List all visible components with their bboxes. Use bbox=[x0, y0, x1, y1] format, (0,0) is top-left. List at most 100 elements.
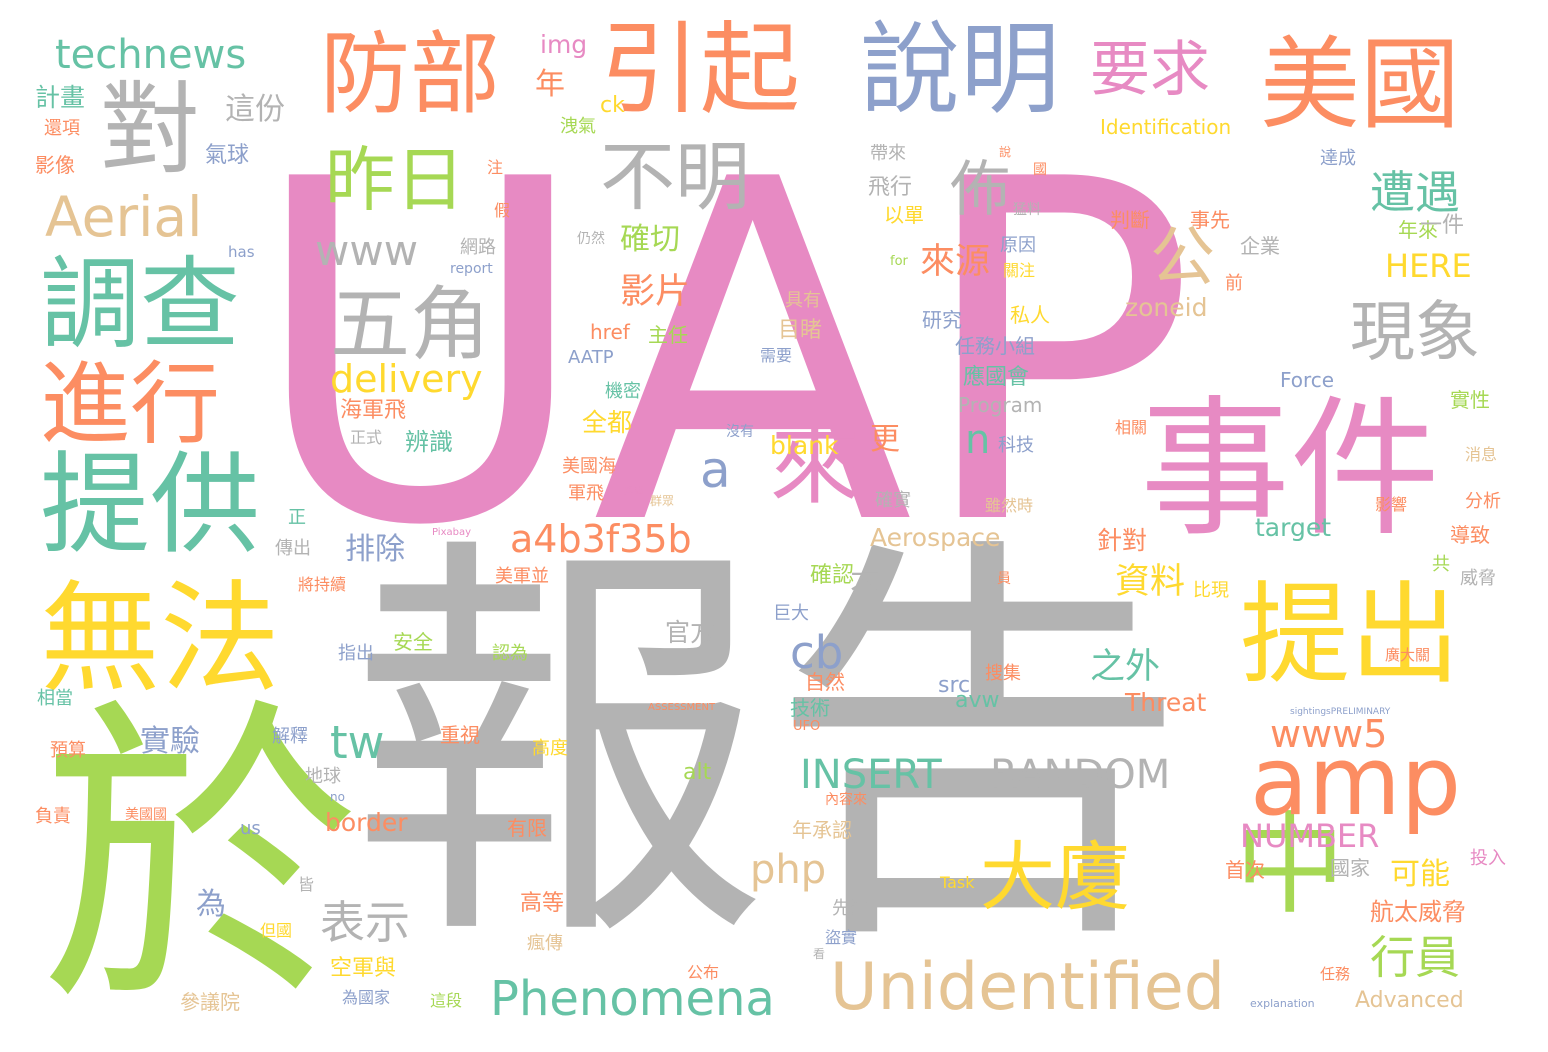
word-experiment: 實驗 bbox=[140, 724, 200, 759]
word-navy: 海軍飛 bbox=[340, 398, 407, 423]
word-possible: 可能 bbox=[1390, 857, 1450, 892]
word-aerial: Aerial bbox=[45, 185, 203, 249]
word-assessment: ASSESSMENT bbox=[648, 702, 716, 713]
word-think: 認為 bbox=[492, 643, 528, 664]
word-target2: 針對 bbox=[1097, 526, 1148, 555]
word-limited: 有限 bbox=[507, 816, 547, 840]
word-mission: 任務 bbox=[1320, 965, 1351, 983]
word-prelim: sightingsPRELIMINARY bbox=[1290, 707, 1391, 717]
word-nighty: 盜實 bbox=[825, 928, 858, 947]
word-enterprise: 企業 bbox=[1240, 234, 1280, 258]
word-single: 以單 bbox=[884, 203, 924, 227]
word-toward: 對 bbox=[100, 71, 200, 188]
word-all: 皆 bbox=[298, 875, 315, 894]
word-besides: 之外 bbox=[1090, 647, 1161, 687]
word-href: href bbox=[590, 320, 630, 344]
word-target: target bbox=[1255, 513, 1332, 542]
word-collect: 搜集 bbox=[985, 663, 1021, 684]
word-congress: 應國會 bbox=[963, 365, 1030, 390]
word-although: 雖然時 bbox=[985, 496, 1034, 515]
word-us: us bbox=[240, 818, 261, 839]
word-aatp: AATP bbox=[568, 347, 614, 368]
word-investigate: 調查 bbox=[40, 246, 240, 363]
word-insert: INSERT bbox=[800, 752, 942, 798]
word-analyze: 分析 bbox=[1465, 491, 1501, 512]
word-unidentified: Unidentified bbox=[830, 950, 1226, 1025]
word-still2: 還項 bbox=[44, 118, 80, 139]
word-reason: 原因 bbox=[1000, 235, 1036, 256]
word-image: 影像 bbox=[35, 153, 75, 177]
word-news: 消息 bbox=[1465, 445, 1498, 464]
word-video: 影片 bbox=[620, 272, 691, 312]
word-n: n bbox=[965, 417, 991, 463]
word-alt: alt bbox=[683, 760, 712, 785]
word-provide: 提供 bbox=[40, 441, 260, 569]
word-threat: Threat bbox=[1125, 688, 1207, 717]
word-witness: 目睹 bbox=[778, 318, 823, 343]
word-middle: 中 bbox=[1235, 801, 1345, 929]
word-aerospace: Aerospace bbox=[870, 523, 1001, 552]
word-point: 指出 bbox=[338, 643, 374, 664]
word-phenomenon: 現象 bbox=[1350, 295, 1481, 370]
word-uap: UAP bbox=[248, 81, 1197, 628]
word-private: 私人 bbox=[1010, 303, 1050, 327]
word-formal: 正式 bbox=[350, 428, 383, 447]
word-crew: 行員 bbox=[1370, 931, 1461, 984]
word-armyflight: 軍飛 bbox=[568, 483, 604, 504]
word-public: 公 bbox=[1150, 220, 1216, 295]
word-judge: 判斷 bbox=[1110, 208, 1150, 232]
word-spread2: 傳出 bbox=[275, 538, 311, 559]
word-still: 仍然 bbox=[577, 231, 605, 247]
word-exact: 確切 bbox=[620, 222, 680, 257]
word-spread: 瘋傳 bbox=[527, 933, 563, 954]
word-technews: technews bbox=[55, 32, 247, 78]
word-report2: report bbox=[450, 261, 493, 277]
word-yesterday: 昨日 bbox=[325, 139, 465, 221]
word-achieve: 達成 bbox=[1320, 148, 1356, 169]
word-delivery: delivery bbox=[330, 357, 483, 401]
word-wide: 廣大關 bbox=[1385, 646, 1431, 664]
word-submit: 提出 bbox=[1240, 571, 1460, 699]
word-a: a bbox=[700, 441, 731, 499]
word-practical: 實性 bbox=[1450, 388, 1490, 412]
word-img: img bbox=[540, 30, 588, 59]
word-value: 重視 bbox=[440, 723, 480, 747]
word-fly: 飛行 bbox=[868, 175, 913, 200]
word-no2: no bbox=[330, 790, 345, 804]
word-but: 但國 bbox=[260, 921, 293, 940]
word-more: 更 bbox=[870, 422, 900, 457]
word-defense: 防部 bbox=[320, 22, 500, 127]
word-tw: tw bbox=[330, 716, 385, 769]
word-usarmy: 美軍並 bbox=[495, 566, 549, 587]
word-php: php bbox=[750, 847, 827, 893]
word-task: Task bbox=[940, 873, 975, 892]
word-bring: 帶來 bbox=[870, 143, 906, 164]
word-ck: ck bbox=[600, 93, 625, 118]
word-number: NUMBER bbox=[1240, 817, 1380, 855]
word-no: 不 bbox=[850, 569, 880, 604]
word-security: 安全 bbox=[393, 630, 433, 654]
word-need: 需要 bbox=[760, 346, 793, 365]
word-official: 官方 bbox=[665, 618, 716, 647]
word-usa: 美國 bbox=[1260, 26, 1460, 143]
word-note: 注 bbox=[487, 158, 504, 177]
word-fake: 假 bbox=[494, 201, 511, 220]
word-confirm: 確認 bbox=[810, 563, 855, 588]
word-onething: 一件 bbox=[1420, 213, 1465, 238]
word-source: 來源 bbox=[920, 242, 991, 282]
word-this2: 這段 bbox=[430, 991, 463, 1010]
word-raise: 引起 bbox=[600, 11, 800, 128]
word-year: 年 bbox=[535, 67, 565, 102]
word-this: 這份 bbox=[225, 92, 285, 127]
word-group: 群眾 bbox=[650, 494, 675, 508]
word-phenomena: Phenomena bbox=[490, 971, 775, 1027]
word-web: 網路 bbox=[460, 237, 496, 258]
word-look: 看 bbox=[813, 947, 826, 961]
word-before: 前 bbox=[1225, 273, 1243, 294]
word-advance: 事先 bbox=[1190, 208, 1230, 232]
word-related: 相關 bbox=[1115, 418, 1148, 437]
word-pentagon: 五角 bbox=[330, 278, 490, 371]
word-unknown: 不明 bbox=[600, 133, 751, 221]
word-responsible: 負責 bbox=[35, 806, 71, 827]
